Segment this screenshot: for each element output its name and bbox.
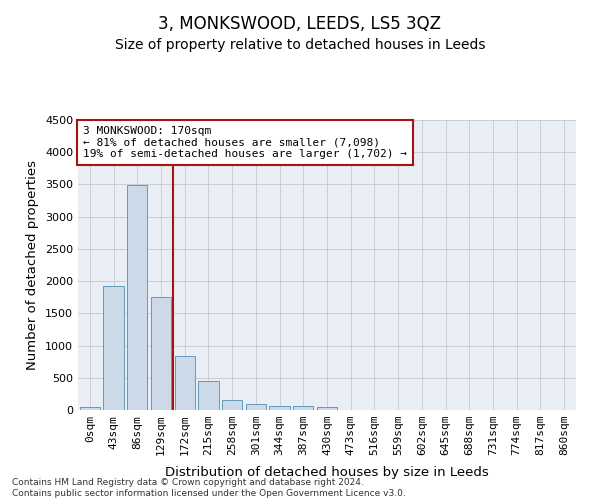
Bar	[246, 404, 266, 410]
Text: Contains HM Land Registry data © Crown copyright and database right 2024.
Contai: Contains HM Land Registry data © Crown c…	[12, 478, 406, 498]
Text: Size of property relative to detached houses in Leeds: Size of property relative to detached ho…	[115, 38, 485, 52]
Bar	[80, 407, 100, 410]
X-axis label: Distribution of detached houses by size in Leeds: Distribution of detached houses by size …	[165, 466, 489, 479]
Bar	[222, 400, 242, 410]
Bar	[127, 185, 148, 410]
Bar	[317, 408, 337, 410]
Bar	[151, 296, 171, 410]
Y-axis label: Number of detached properties: Number of detached properties	[26, 160, 40, 370]
Bar	[175, 356, 195, 410]
Bar	[103, 286, 124, 410]
Text: 3, MONKSWOOD, LEEDS, LS5 3QZ: 3, MONKSWOOD, LEEDS, LS5 3QZ	[158, 15, 442, 33]
Bar	[293, 406, 313, 410]
Bar	[199, 380, 218, 410]
Bar	[269, 406, 290, 410]
Text: 3 MONKSWOOD: 170sqm
← 81% of detached houses are smaller (7,098)
19% of semi-det: 3 MONKSWOOD: 170sqm ← 81% of detached ho…	[83, 126, 407, 159]
